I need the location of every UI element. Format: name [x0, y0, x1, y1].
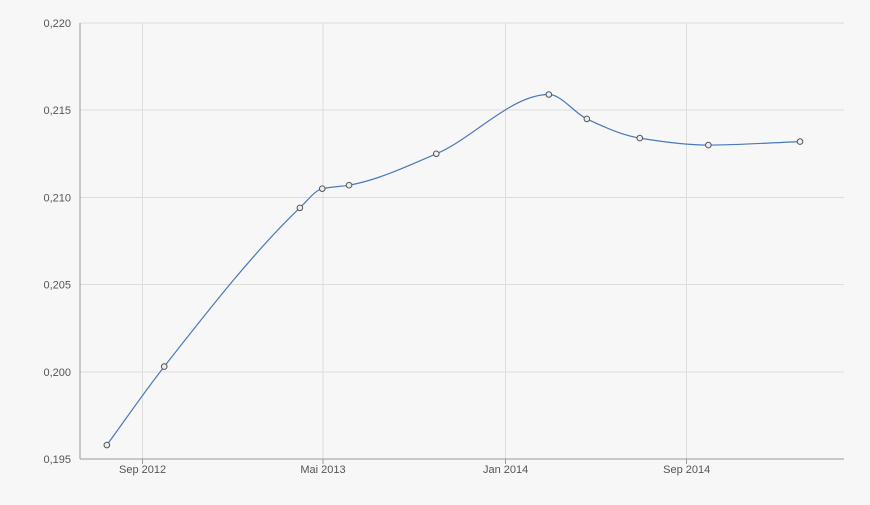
data-point [318, 185, 326, 192]
x-tick-label: Jan 2014 [483, 464, 528, 476]
data-point [636, 134, 644, 142]
data-point [583, 115, 591, 123]
data-point [345, 181, 353, 189]
y-tick-label: 0,210 [43, 192, 71, 204]
grid-layer [80, 22, 844, 460]
x-tick-label: Sep 2012 [119, 464, 166, 476]
x-tick-label: Mai 2013 [300, 464, 345, 476]
data-point [296, 204, 304, 212]
y-tick-label: 0,215 [43, 105, 71, 117]
y-tick-label: 0,205 [43, 280, 71, 292]
data-point [705, 141, 712, 149]
x-tick-label: Sep 2014 [663, 464, 710, 476]
y-tick-label: 0,220 [43, 18, 71, 30]
marker-layer [103, 91, 804, 449]
series-line [106, 93, 801, 446]
axis-layer: 0,195 0,200 0,205 0,210 0,215 0,220 Sep 2012 Ma… [43, 18, 844, 476]
y-tick-label: 0,200 [43, 367, 71, 379]
data-point [545, 91, 553, 98]
data-point [103, 441, 111, 449]
data-point [160, 363, 168, 370]
data-point [432, 150, 440, 158]
y-tick-label: 0,195 [43, 454, 71, 466]
data-point [796, 138, 804, 145]
series-layer [106, 93, 801, 446]
